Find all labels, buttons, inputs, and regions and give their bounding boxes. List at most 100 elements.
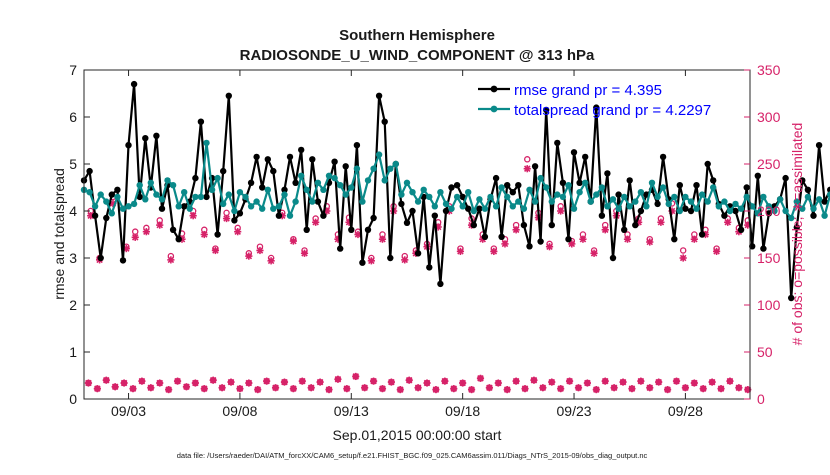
star-stroke <box>441 377 449 385</box>
totalspread-point <box>682 193 689 201</box>
rmse-point <box>687 207 695 215</box>
rmse-point <box>381 118 388 125</box>
rmse-point <box>181 203 188 210</box>
rmse-point <box>531 163 539 170</box>
rmse-point <box>693 182 700 189</box>
totalspread-point <box>804 193 812 201</box>
obs-assimilated-low-marker <box>610 384 618 392</box>
y-axis-left-label: rmse and totalspread <box>51 168 67 300</box>
totalspread-point <box>704 198 711 205</box>
totalspread-point <box>459 203 466 210</box>
totalspread-point <box>654 193 661 201</box>
rmse-point <box>788 294 795 302</box>
obs-assimilated-low-marker <box>236 385 244 393</box>
star-stroke <box>143 228 150 235</box>
star-stroke <box>628 385 636 392</box>
totalspread-point <box>815 196 823 203</box>
rmse-point <box>765 210 773 217</box>
totalspread-point <box>504 193 511 201</box>
totalspread-point <box>259 205 266 212</box>
obs-assimilated-low-marker <box>717 385 725 393</box>
star-stroke <box>501 240 509 248</box>
totalspread-point <box>298 172 305 179</box>
star-stroke <box>579 235 587 243</box>
star-stroke <box>183 383 190 391</box>
legend-rmse-marker <box>490 85 498 93</box>
totalspread-point <box>481 205 489 212</box>
totalspread-point <box>370 165 377 172</box>
obs-assimilated-marker <box>579 235 587 243</box>
totalspread-point <box>637 189 645 196</box>
totalspread-point <box>726 207 734 215</box>
obs-assimilated-low-marker <box>485 384 493 392</box>
obs-assimilated-low-marker <box>298 377 306 385</box>
star-stroke <box>523 165 531 172</box>
obs-assimilated-low-marker <box>592 386 600 394</box>
obs-assimilated-low-marker <box>565 377 574 385</box>
obs-assimilated-low-marker <box>280 378 289 386</box>
obs-assimilated-low-marker <box>441 377 449 385</box>
rmse-point <box>91 212 99 219</box>
totalspread-point <box>515 198 522 205</box>
totalspread-point <box>810 205 817 212</box>
rmse-point <box>220 167 227 175</box>
totalspread-point <box>108 210 116 217</box>
totalspread-point <box>687 198 695 205</box>
star-stroke <box>521 385 529 392</box>
obs-assimilated-marker <box>367 257 375 265</box>
obs-assimilated-marker <box>690 235 698 243</box>
totalspread-point <box>337 182 344 189</box>
totalspread-point <box>147 179 154 186</box>
totalspread-point <box>91 203 99 210</box>
obs-assimilated-marker <box>557 207 565 215</box>
rmse-point <box>515 182 522 189</box>
totalspread-point <box>420 186 427 193</box>
obs-assimilated-low-marker <box>325 386 333 394</box>
star-stroke <box>256 247 264 254</box>
star-stroke <box>325 386 333 393</box>
star-stroke <box>209 376 217 384</box>
obs-assimilated-low-marker <box>726 377 734 385</box>
star-stroke <box>165 386 172 393</box>
obs-assimilated-low-marker <box>102 376 110 384</box>
rmse-point <box>815 142 823 149</box>
totalspread-point <box>275 203 283 210</box>
rmse-point <box>136 193 143 201</box>
obs-assimilated-marker <box>646 238 654 246</box>
totalspread-point <box>732 200 739 208</box>
totalspread-point <box>186 205 193 212</box>
totalspread-point <box>659 184 667 191</box>
rmse-point <box>782 174 789 182</box>
rmse-point <box>125 142 132 149</box>
totalspread-point <box>303 186 310 193</box>
totalspread-point <box>292 198 299 205</box>
star-stroke <box>575 384 582 391</box>
rmse-point <box>175 236 182 243</box>
star-stroke <box>129 385 137 392</box>
star-stroke <box>717 385 725 392</box>
star-stroke <box>201 231 208 238</box>
rmse-point <box>375 92 383 100</box>
obs-assimilated-low-marker <box>601 377 609 385</box>
totalspread-point <box>153 191 160 198</box>
totalspread-point <box>158 196 166 203</box>
rmse-point <box>570 149 578 156</box>
totalspread-point <box>693 205 700 212</box>
star-stroke <box>459 379 466 387</box>
rmse-point <box>192 174 199 182</box>
star-stroke <box>593 386 600 393</box>
rmse-point <box>426 264 433 271</box>
rmse-point <box>119 257 127 264</box>
star-stroke <box>85 379 92 387</box>
totalspread-point <box>476 196 483 203</box>
obs-assimilated-low-marker <box>378 385 387 393</box>
rmse-point <box>632 221 639 229</box>
totalspread-point <box>130 200 138 208</box>
star-stroke <box>301 250 308 257</box>
x-axis: 09/03 09/08 09/13 09/18 09/23 09/28 <box>111 70 703 419</box>
obs-assimilated-marker <box>512 226 520 234</box>
totalspread-point <box>771 207 778 215</box>
totalspread-point <box>710 184 717 191</box>
totalspread-point <box>604 203 611 210</box>
obs-assimilated-low-marker <box>156 379 164 387</box>
